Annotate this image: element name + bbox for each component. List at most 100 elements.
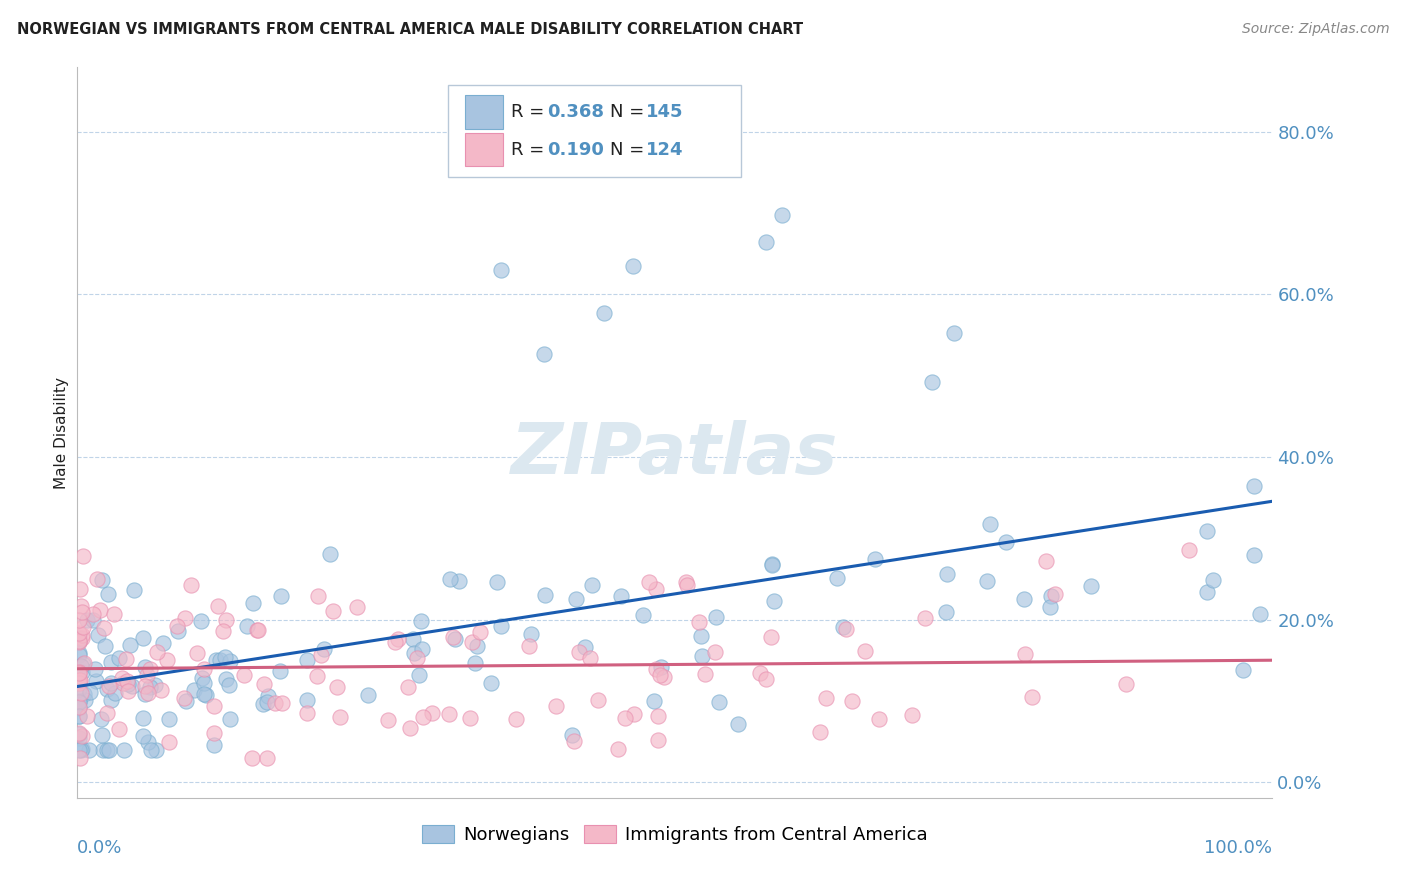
Point xyxy=(307,590,329,604)
Text: N =: N = xyxy=(610,141,651,159)
Point xyxy=(841,694,863,708)
Point xyxy=(67,701,90,715)
Point xyxy=(103,607,125,621)
Point xyxy=(69,599,91,613)
Point xyxy=(72,657,94,671)
Point xyxy=(690,648,713,663)
Point xyxy=(486,574,509,589)
Point xyxy=(505,712,527,726)
Point xyxy=(827,571,849,585)
Point xyxy=(269,665,291,679)
Point xyxy=(67,681,90,696)
Point xyxy=(491,263,513,277)
Point xyxy=(865,552,887,566)
Point xyxy=(606,741,628,756)
Point xyxy=(219,712,242,726)
Point xyxy=(98,742,121,756)
Point xyxy=(242,596,264,610)
Point xyxy=(193,687,215,701)
Point xyxy=(121,679,143,693)
Point xyxy=(67,625,90,640)
Point xyxy=(157,735,180,749)
Point xyxy=(67,742,90,756)
Point xyxy=(398,721,420,735)
Point xyxy=(623,706,645,721)
Point xyxy=(136,735,159,749)
Point xyxy=(73,657,96,671)
Point xyxy=(204,738,226,752)
Point xyxy=(976,574,998,588)
Point xyxy=(202,699,225,714)
Point xyxy=(1197,584,1219,599)
Point xyxy=(593,306,616,320)
Point xyxy=(190,671,212,685)
Point xyxy=(465,639,488,653)
Point xyxy=(167,624,190,639)
Point xyxy=(693,666,716,681)
Point xyxy=(1232,663,1254,677)
Point xyxy=(815,691,838,706)
Point xyxy=(67,700,90,714)
Point xyxy=(305,669,328,683)
Point xyxy=(94,639,117,653)
Text: R =: R = xyxy=(512,141,550,159)
Point xyxy=(356,688,378,702)
Point xyxy=(704,610,727,624)
Point xyxy=(645,582,668,596)
Point xyxy=(77,742,100,756)
Y-axis label: Male Disability: Male Disability xyxy=(53,376,69,489)
Point xyxy=(202,725,225,739)
Point xyxy=(67,676,90,690)
Point xyxy=(652,670,675,684)
Point xyxy=(377,713,399,727)
Point xyxy=(479,675,502,690)
Point xyxy=(295,653,318,667)
Point xyxy=(470,624,492,639)
Point xyxy=(458,710,481,724)
Text: 0.0%: 0.0% xyxy=(77,838,122,856)
Point xyxy=(69,582,91,596)
FancyBboxPatch shape xyxy=(464,133,503,167)
Point xyxy=(97,587,120,601)
Point xyxy=(132,631,155,645)
Point xyxy=(808,724,831,739)
Point xyxy=(69,742,91,756)
Point xyxy=(67,725,90,739)
Point xyxy=(100,676,122,690)
Point xyxy=(761,557,783,571)
Point xyxy=(1243,549,1265,563)
Point xyxy=(69,750,91,764)
Point xyxy=(86,572,108,586)
Point xyxy=(579,650,602,665)
Point xyxy=(581,578,603,592)
Point xyxy=(1202,573,1225,587)
Point xyxy=(297,706,319,721)
Point xyxy=(329,710,352,724)
Point xyxy=(309,648,332,663)
Point xyxy=(141,742,163,756)
Point xyxy=(96,706,118,720)
Point xyxy=(166,618,188,632)
Point xyxy=(412,710,434,724)
Point xyxy=(420,706,443,720)
Point xyxy=(138,662,160,676)
Point xyxy=(69,633,91,648)
Point xyxy=(648,668,671,682)
Point xyxy=(271,696,294,710)
Point xyxy=(145,742,167,756)
Point xyxy=(112,742,135,756)
Point xyxy=(240,750,263,764)
Point xyxy=(761,631,783,645)
Point xyxy=(215,672,238,686)
Point xyxy=(749,665,772,680)
Point xyxy=(1039,600,1062,615)
Point xyxy=(73,687,96,701)
Point xyxy=(70,631,93,645)
Point xyxy=(134,660,156,674)
Point xyxy=(118,638,141,652)
Point xyxy=(868,712,890,726)
Text: 0.190: 0.190 xyxy=(547,141,605,159)
Point xyxy=(174,611,197,625)
Point xyxy=(936,566,959,581)
Point xyxy=(441,631,464,645)
